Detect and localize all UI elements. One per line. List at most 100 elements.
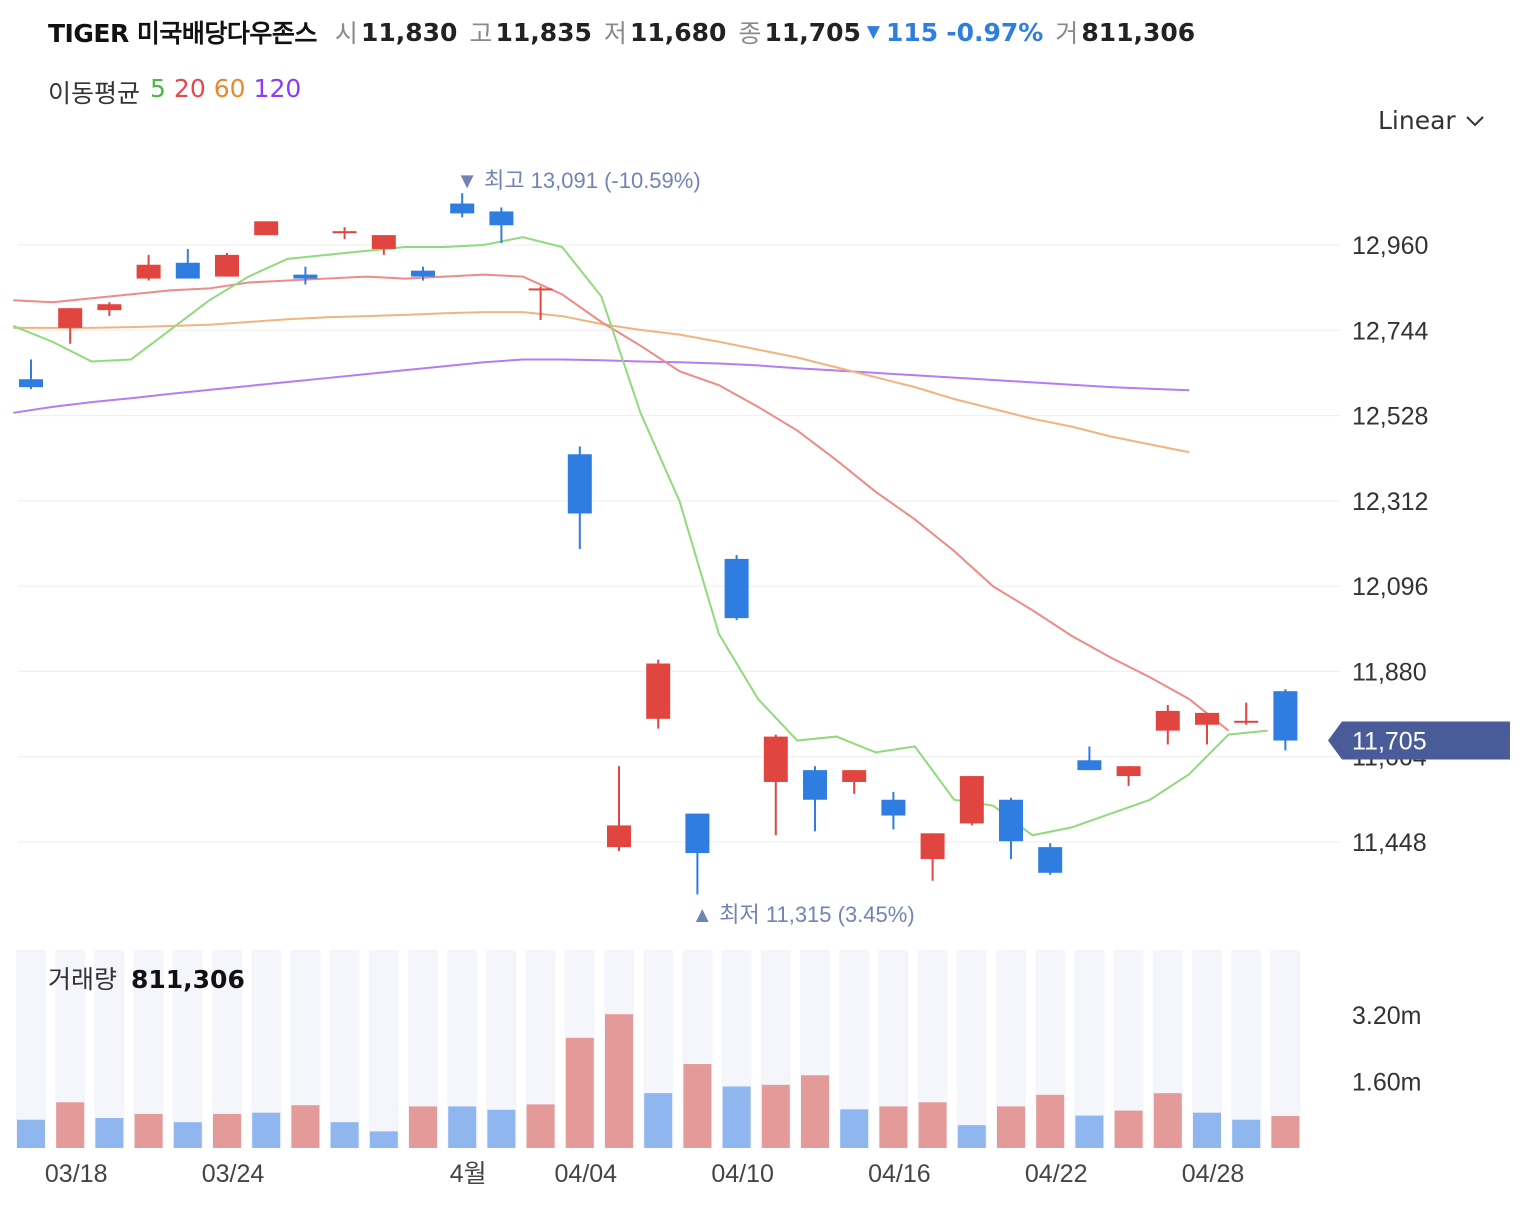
y-tick-label: 11,880 — [1352, 658, 1427, 686]
volume-panel-value: 811,306 — [130, 965, 245, 994]
ma20-line — [13, 273, 1230, 732]
volume-column-bg — [172, 950, 203, 1148]
volume-bar — [879, 1106, 908, 1148]
volume-bar — [1114, 1110, 1143, 1148]
last-price-label: 11,705 — [1352, 728, 1427, 756]
x-tick-label: 04/16 — [868, 1160, 931, 1188]
stock-name: TIGER 미국배당다우존스 — [48, 19, 317, 48]
volume-bar — [565, 1037, 594, 1148]
candle-body — [724, 558, 749, 619]
change-arrow-icon: ▼ — [866, 22, 880, 42]
volume-bar — [722, 1086, 751, 1148]
candle-body — [19, 379, 43, 388]
low-annotation: ▲ 최저 11,315 (3.45%) — [691, 902, 914, 927]
ma120-legend[interactable]: 120 — [253, 74, 302, 103]
scale-selector-label: Linear — [1378, 106, 1456, 135]
volume-bar — [448, 1106, 477, 1148]
volume-bar — [801, 1075, 829, 1148]
volume-bar — [487, 1109, 516, 1148]
candle-body — [1155, 710, 1180, 731]
moving-average-title: 이동평균 — [48, 79, 141, 108]
candle-body — [763, 736, 788, 782]
low-label: 저 — [603, 19, 627, 48]
volume-bar — [95, 1118, 124, 1148]
x-tick-label: 03/18 — [45, 1160, 108, 1188]
x-tick-label: 03/24 — [202, 1160, 265, 1188]
change-value: 115 — [886, 17, 939, 47]
volume-bar — [369, 1131, 398, 1148]
volume-column-bg — [1270, 950, 1301, 1148]
candle-body — [1077, 760, 1102, 771]
volume-column-bg — [1231, 950, 1262, 1148]
candle-body — [1234, 720, 1259, 723]
y-tick-label: 12,744 — [1352, 317, 1429, 345]
moving-average-legend: 이동평균 5 20 60 120 — [48, 74, 301, 110]
volume-tick-label: 3.20m — [1352, 1002, 1421, 1030]
candle-body — [489, 211, 514, 226]
candle-body — [567, 454, 592, 514]
open-value: 11,830 — [360, 17, 458, 47]
volume-bar — [1193, 1112, 1221, 1148]
candle-body — [881, 799, 906, 816]
scale-selector[interactable]: Linear — [1378, 106, 1486, 135]
open-label: 시 — [334, 19, 358, 48]
candle-body — [254, 221, 279, 236]
close-value: 11,705 — [764, 17, 861, 47]
volume-bar — [1271, 1115, 1300, 1148]
candle-body — [1038, 847, 1063, 873]
high-annotation: ▼ 최고 13,091 (-10.59%) — [456, 168, 700, 193]
volume-bar — [134, 1113, 163, 1148]
candle-body — [528, 288, 553, 291]
high-label: 고 — [469, 19, 493, 48]
ma120-line — [13, 358, 1190, 414]
volume-column-bg — [368, 950, 399, 1148]
volume-column-bg — [94, 950, 125, 1148]
volume-bar — [1075, 1115, 1104, 1148]
volume-panel-label: 거래량 811,306 — [48, 960, 245, 996]
candle-body — [1116, 766, 1141, 777]
ma60-legend[interactable]: 60 — [213, 74, 246, 103]
volume-bar — [1232, 1119, 1261, 1148]
candle-body — [685, 813, 710, 854]
x-tick-label: 04/22 — [1025, 1160, 1088, 1188]
candle-body — [646, 663, 671, 719]
volume-panel-title: 거래량 — [48, 965, 118, 994]
candle-body — [411, 270, 435, 277]
volume-bar — [997, 1106, 1025, 1148]
ma5-line — [12, 236, 1268, 837]
volume-bar — [957, 1125, 986, 1148]
x-tick-label: 04/04 — [555, 1160, 618, 1188]
candle-body — [842, 770, 867, 782]
volume-column-bg — [956, 950, 987, 1148]
candle-body — [959, 776, 984, 824]
volume-bar — [761, 1084, 790, 1148]
volume-column-bg — [1074, 950, 1105, 1148]
volume-bar — [526, 1104, 555, 1148]
candle-body — [450, 203, 475, 214]
ma20-legend[interactable]: 20 — [173, 74, 206, 103]
high-value: 11,835 — [495, 17, 592, 47]
volume-bar — [683, 1064, 712, 1148]
volume-bar — [840, 1109, 869, 1148]
volume-bar — [173, 1122, 202, 1148]
price-header: TIGER 미국배당다우존스 시 11,830 고 11,835 저 11,68… — [48, 14, 1207, 50]
volume-value: 811,306 — [1081, 17, 1196, 47]
chevron-down-icon — [1465, 115, 1484, 126]
candle-body — [999, 799, 1023, 842]
y-tick-label: 12,312 — [1352, 488, 1428, 516]
y-tick-label: 12,960 — [1352, 232, 1428, 260]
candle-body — [97, 304, 122, 311]
ma5-legend[interactable]: 5 — [150, 74, 166, 103]
volume-column-bg — [329, 950, 360, 1148]
candle-body — [332, 231, 357, 234]
candle-body — [920, 833, 945, 859]
candle-body — [371, 235, 396, 249]
y-tick-label: 12,528 — [1352, 403, 1428, 431]
candle-body — [607, 825, 631, 848]
volume-bar — [644, 1093, 673, 1148]
y-tick-label: 11,448 — [1352, 829, 1427, 857]
candle-body — [1195, 712, 1219, 725]
candle-body — [136, 264, 161, 279]
volume-bar — [291, 1105, 320, 1148]
